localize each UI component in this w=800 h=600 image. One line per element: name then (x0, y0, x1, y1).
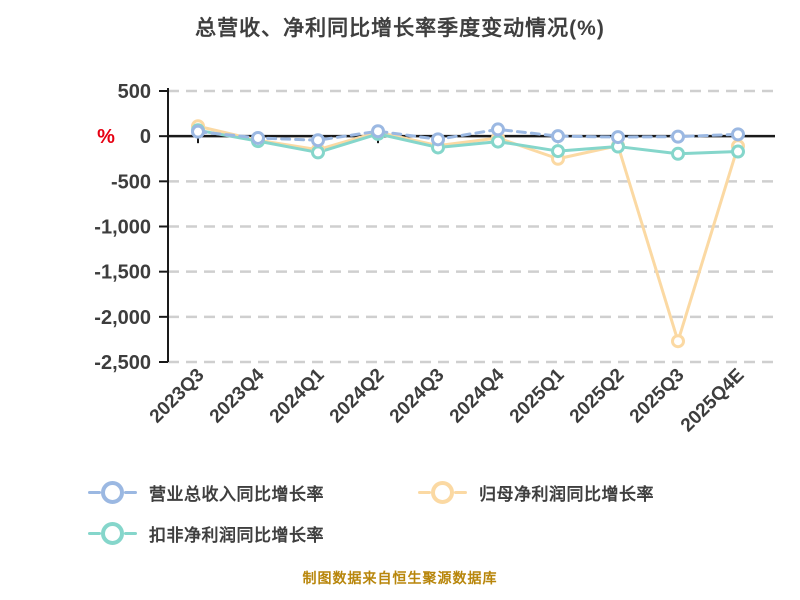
legend-marker-part (431, 481, 454, 504)
legend-marker-part (124, 532, 137, 535)
legend-item-revenue-growth: 营业总收入同比增长率 (88, 472, 418, 513)
y-tick-label: -2,000 (94, 307, 151, 329)
data-point-net-profit-growth (671, 334, 685, 349)
series-line-revenue-growth (196, 127, 740, 142)
legend-label: 营业总收入同比增长率 (149, 485, 324, 504)
data-point-revenue-growth (611, 130, 625, 145)
page-title: 总营收、净利同比增长率季度变动情况(%) (195, 17, 605, 40)
x-tick-label: 2025Q2 (566, 365, 629, 428)
x-tick-label: 2024Q3 (386, 365, 449, 428)
legend-marker-part (88, 532, 101, 535)
data-point-revenue-growth (491, 122, 505, 137)
data-point-deducted-net-profit-growth (731, 144, 745, 159)
legend-marker-icon (418, 481, 467, 504)
data-point-revenue-growth (671, 129, 685, 144)
y-tick-label: -2,500 (94, 352, 151, 374)
legend: 营业总收入同比增长率 归母净利润同比增长率扣非净利润同比增长率 (88, 472, 748, 554)
x-tick-label: 2024Q1 (266, 364, 329, 427)
x-tick-label: 2023Q3 (146, 365, 209, 428)
data-point-revenue-growth (731, 127, 745, 142)
legend-item-deducted-net-profit-growth: 扣非净利润同比增长率 (88, 513, 418, 554)
legend-marker-part (418, 491, 431, 494)
data-point-revenue-growth (251, 130, 265, 145)
x-tick-label: 2023Q4 (206, 364, 269, 427)
legend-marker-icon (88, 481, 137, 504)
data-point-deducted-net-profit-growth (491, 134, 505, 149)
data-point-deducted-net-profit-growth (671, 146, 685, 161)
data-point-deducted-net-profit-growth (311, 145, 325, 160)
y-tick-label: 500 (118, 81, 151, 103)
data-point-deducted-net-profit-growth (551, 144, 565, 159)
data-point-revenue-growth (191, 124, 205, 139)
y-tick-label: -1,000 (94, 217, 151, 239)
legend-label: 扣非净利润同比增长率 (149, 526, 324, 545)
y-tick-label: -1,500 (94, 262, 151, 284)
x-tick-label: 2025Q1 (506, 364, 569, 427)
legend-marker-icon (88, 522, 137, 545)
legend-label: 归母净利润同比增长率 (479, 485, 654, 504)
data-point-revenue-growth (311, 133, 325, 148)
legend-item-net-profit-growth: 归母净利润同比增长率 (418, 472, 718, 513)
legend-marker-part (101, 522, 124, 545)
x-tick-label: 2024Q4 (446, 364, 509, 427)
series-line-deducted-net-profit-growth (196, 128, 740, 156)
chart-canvas: 5000-500-1,000-1,500-2,000-2,500%2023Q32… (94, 81, 778, 437)
series-line-net-profit-growth (196, 124, 740, 343)
footer-note: 制图数据来自恒生聚源数据库 (302, 570, 498, 586)
x-tick-label: 2025Q4E (677, 365, 749, 437)
legend-marker-part (124, 491, 137, 494)
data-point-revenue-growth (431, 132, 445, 147)
y-axis-unit-label: % (97, 126, 115, 148)
legend-marker-part (101, 481, 124, 504)
data-point-revenue-growth (551, 129, 565, 144)
legend-marker-part (88, 491, 101, 494)
legend-marker-part (454, 491, 467, 494)
data-point-revenue-growth (371, 124, 385, 139)
y-tick-label: 0 (140, 126, 151, 148)
x-tick-label: 2024Q2 (326, 365, 389, 428)
y-tick-label: -500 (111, 171, 151, 193)
